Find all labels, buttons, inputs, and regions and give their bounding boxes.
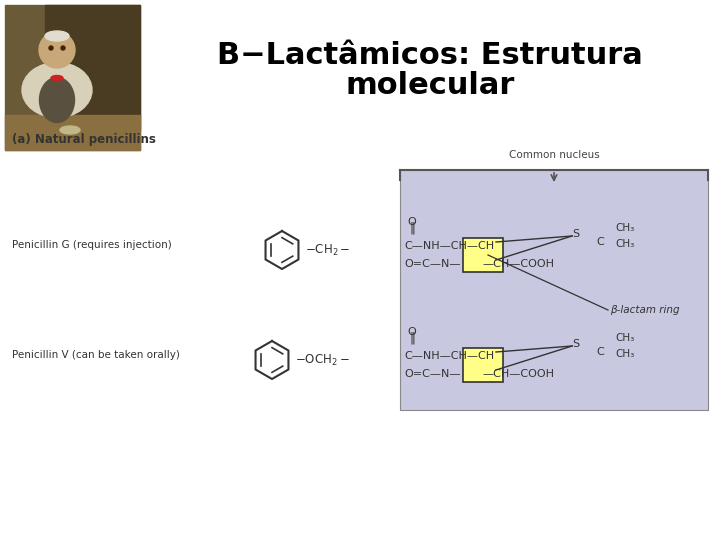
Bar (5, 5, 140, 150)
Text: Penicillin G (requires injection): Penicillin G (requires injection) (12, 240, 172, 250)
Bar (45, 5, 140, 130)
Text: O: O (408, 217, 416, 227)
Text: ‖: ‖ (409, 221, 415, 234)
Text: $-$CH$_2-$: $-$CH$_2-$ (305, 242, 351, 258)
Bar (463, 238, 503, 272)
Text: CH₃: CH₃ (615, 223, 634, 233)
Ellipse shape (22, 63, 92, 118)
Text: S: S (572, 229, 580, 239)
Text: (a) Natural penicillins: (a) Natural penicillins (12, 133, 156, 146)
Text: CH₃: CH₃ (615, 349, 634, 359)
Bar (5, 115, 140, 150)
Text: molecular: molecular (346, 71, 515, 99)
Text: B−Lactâmicos: Estrutura: B−Lactâmicos: Estrutura (217, 40, 643, 70)
Text: Common nucleus: Common nucleus (508, 150, 599, 160)
Text: S: S (572, 339, 580, 349)
Text: O=C—N—: O=C—N— (404, 369, 461, 379)
Circle shape (61, 46, 65, 50)
Text: ‖: ‖ (409, 332, 415, 345)
Text: CH₃: CH₃ (615, 239, 634, 249)
Bar (463, 348, 503, 382)
Ellipse shape (40, 78, 74, 123)
Text: CH₃: CH₃ (615, 333, 634, 343)
Text: C: C (596, 347, 604, 357)
Circle shape (39, 32, 75, 68)
Text: O=C—N—: O=C—N— (404, 259, 461, 269)
Text: Penicillin V (can be taken orally): Penicillin V (can be taken orally) (12, 350, 180, 360)
Text: $-$OCH$_2-$: $-$OCH$_2-$ (295, 353, 350, 368)
Text: —CH—COOH: —CH—COOH (482, 259, 554, 269)
Bar (400, 170, 708, 410)
Text: C: C (596, 237, 604, 247)
Ellipse shape (51, 76, 63, 80)
Text: O: O (408, 327, 416, 337)
Text: C—NH—CH—CH: C—NH—CH—CH (404, 351, 494, 361)
Text: C—NH—CH—CH: C—NH—CH—CH (404, 241, 494, 251)
Text: β-lactam ring: β-lactam ring (610, 305, 680, 315)
Ellipse shape (60, 126, 80, 134)
Ellipse shape (45, 31, 69, 41)
Circle shape (49, 46, 53, 50)
Text: —CH—COOH: —CH—COOH (482, 369, 554, 379)
